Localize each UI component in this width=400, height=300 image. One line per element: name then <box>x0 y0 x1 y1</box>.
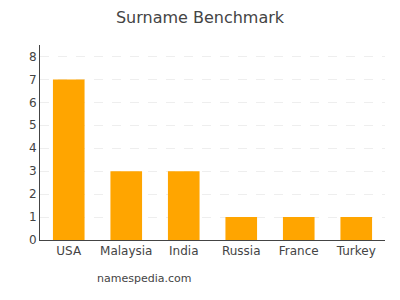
svg-text:India: India <box>169 244 198 258</box>
svg-text:namespedia.com: namespedia.com <box>97 272 191 285</box>
svg-text:Turkey: Turkey <box>336 244 376 258</box>
svg-text:6: 6 <box>29 96 37 110</box>
svg-text:4: 4 <box>29 141 37 155</box>
svg-text:5: 5 <box>29 118 37 132</box>
svg-text:0: 0 <box>29 233 37 247</box>
svg-text:USA: USA <box>56 244 82 258</box>
svg-text:France: France <box>279 244 319 258</box>
svg-text:7: 7 <box>29 73 37 87</box>
svg-text:8: 8 <box>29 50 37 64</box>
svg-text:3: 3 <box>29 164 37 178</box>
svg-text:Russia: Russia <box>222 244 261 258</box>
svg-text:1: 1 <box>29 210 37 224</box>
svg-text:Malaysia: Malaysia <box>100 244 152 258</box>
svg-text:2: 2 <box>29 187 37 201</box>
svg-text:Surname Benchmark: Surname Benchmark <box>116 8 285 27</box>
